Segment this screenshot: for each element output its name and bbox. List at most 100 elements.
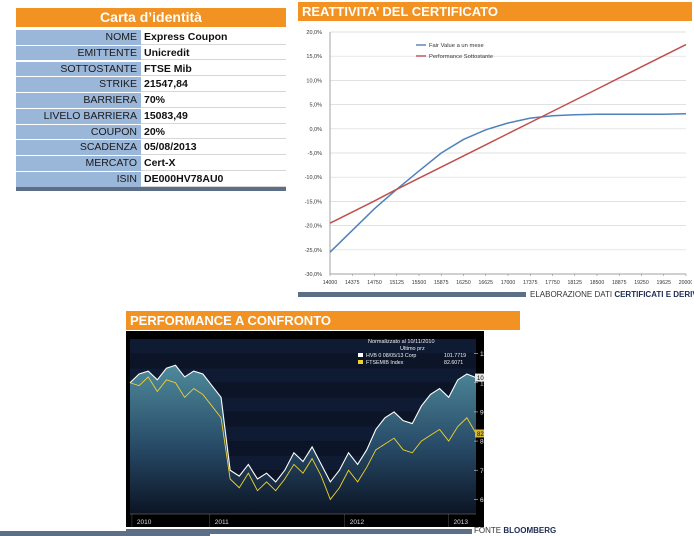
reactivity-x-tick-label: 18875 bbox=[612, 280, 627, 286]
id-card-key: STRIKE bbox=[16, 77, 141, 92]
reactivity-series-line-0 bbox=[329, 113, 687, 253]
id-card-row: ISIN DE000HV78AU0 bbox=[16, 172, 286, 187]
id-card-value: 21547,84 bbox=[141, 77, 286, 92]
reactivity-y-tick-label: 5,0% bbox=[309, 103, 322, 109]
performance-source: FONTE BLOOMBERG bbox=[474, 526, 556, 536]
reactivity-y-tick-label: 20,0% bbox=[306, 30, 322, 36]
reactivity-x-tick-label: 14750 bbox=[367, 280, 382, 286]
performance-x-tick-label: 2013 bbox=[454, 519, 469, 526]
reactivity-y-tick-label: -10,0% bbox=[305, 175, 323, 181]
reactivity-y-tick-label: 15,0% bbox=[306, 54, 322, 60]
performance-y-tick-label: 110 bbox=[480, 351, 484, 358]
id-card-row: LIVELO BARRIERA 15083,49 bbox=[16, 108, 286, 124]
id-card-value: FTSE Mib bbox=[141, 61, 286, 77]
id-card-value: 05/08/2013 bbox=[141, 140, 286, 156]
id-card-footer-bar bbox=[16, 187, 286, 191]
id-card-value: Express Coupon bbox=[141, 30, 286, 45]
performance-last-price-tag bbox=[475, 429, 484, 438]
reactivity-chart: -30,0% -25,0% -20,0% -15,0% -10,0% -5,0% 0,0% 5… bbox=[298, 22, 692, 290]
performance-legend-swatch bbox=[358, 353, 363, 357]
performance-x-tick-label: 2012 bbox=[350, 519, 365, 526]
id-card-key: ISIN bbox=[16, 172, 141, 187]
reactivity-y-tick-label: -25,0% bbox=[305, 248, 323, 254]
reactivity-series-line-1 bbox=[329, 43, 687, 224]
id-card-row: COUPON 20% bbox=[16, 124, 286, 140]
reactivity-legend-label: Fair Value a un mese bbox=[429, 43, 484, 49]
reactivity-x-tick-label: 17375 bbox=[523, 280, 538, 286]
id-card-row: SOTTOSTANTE FTSE Mib bbox=[16, 61, 286, 77]
reactivity-x-tick-label: 15875 bbox=[434, 280, 449, 286]
reactivity-y-tick-label: 10,0% bbox=[306, 78, 322, 84]
reactivity-y-tick-label: -30,0% bbox=[305, 272, 323, 278]
id-card-key: LIVELO BARRIERA bbox=[16, 108, 141, 124]
performance-y-tick-label: 70 bbox=[480, 468, 484, 475]
performance-legend-subtitle: Ultimo prz bbox=[400, 346, 425, 352]
reactivity-x-tick-label: 14375 bbox=[345, 280, 360, 286]
performance-source-bar bbox=[126, 529, 472, 534]
performance-band bbox=[130, 339, 476, 354]
id-card-key: BARRIERA bbox=[16, 93, 141, 108]
performance-legend-title: Normalizzato al 10/11/2010 bbox=[368, 339, 435, 345]
page-footer-bar bbox=[0, 531, 210, 536]
reactivity-plot-bg bbox=[298, 22, 692, 290]
reactivity-x-tick-label: 15125 bbox=[390, 280, 405, 286]
id-card-table: NOME Express Coupon EMITTENTE Unicredit SOTT… bbox=[16, 30, 286, 188]
performance-legend-value: 101.7719 bbox=[444, 353, 466, 359]
id-card-title: Carta d’identità bbox=[16, 8, 286, 27]
reactivity-source-bar bbox=[298, 292, 526, 297]
reactivity-y-tick-label: -20,0% bbox=[305, 224, 323, 230]
performance-y-tick-label: 100 bbox=[480, 380, 484, 387]
performance-source-name: BLOOMBERG bbox=[503, 526, 557, 535]
id-card-value: 15083,49 bbox=[141, 108, 286, 124]
reactivity-x-tick-label: 15500 bbox=[412, 280, 427, 286]
reactivity-source-prefix: ELABORAZIONE DATI bbox=[530, 290, 615, 299]
performance-legend-value: 82.6071 bbox=[444, 360, 463, 366]
performance-source-prefix: FONTE bbox=[474, 526, 504, 535]
reactivity-x-tick-label: 14000 bbox=[323, 280, 338, 286]
performance-legend-swatch bbox=[358, 360, 363, 364]
id-card-key: NOME bbox=[16, 30, 141, 45]
id-card-row: NOME Express Coupon bbox=[16, 30, 286, 45]
reactivity-x-tick-label: 17000 bbox=[501, 280, 516, 286]
id-card-value: Cert-X bbox=[141, 156, 286, 171]
performance-band bbox=[130, 368, 476, 383]
performance-y-tick-label: 80 bbox=[480, 439, 484, 446]
reactivity-x-tick-label: 19625 bbox=[657, 280, 672, 286]
performance-series-line-1 bbox=[129, 376, 477, 501]
id-card-value: Unicredit bbox=[141, 45, 286, 61]
id-card-key: SOTTOSTANTE bbox=[16, 61, 141, 77]
reactivity-x-tick-label: 18500 bbox=[590, 280, 605, 286]
reactivity-x-tick-label: 19250 bbox=[634, 280, 649, 286]
reactivity-source: ELABORAZIONE DATI CERTIFICATI E DERIVATI bbox=[530, 290, 694, 300]
performance-chart: 60708090100110101.771982.607120102011201… bbox=[126, 331, 484, 527]
reactivity-source-name: CERTIFICATI E DERIVATI bbox=[614, 290, 694, 299]
performance-last-price: 101.7719 bbox=[477, 376, 484, 382]
id-card-value: 20% bbox=[141, 124, 286, 140]
performance-x-tick-label: 2010 bbox=[137, 519, 152, 526]
reactivity-x-tick-label: 17750 bbox=[545, 280, 560, 286]
id-card-row: EMITTENTE Unicredit bbox=[16, 45, 286, 61]
reactivity-y-tick-label: 0,0% bbox=[309, 127, 322, 133]
reactivity-x-tick-label: 16250 bbox=[456, 280, 471, 286]
id-card-row: BARRIERA 70% bbox=[16, 93, 286, 108]
reactivity-legend-label: Performance Sottostante bbox=[429, 54, 493, 60]
id-card-row: STRIKE 21547,84 bbox=[16, 77, 286, 92]
id-card-row: MERCATO Cert-X bbox=[16, 156, 286, 171]
reactivity-x-tick-label: 20000 bbox=[679, 280, 692, 286]
performance-band bbox=[130, 353, 476, 369]
performance-y-tick-label: 90 bbox=[480, 409, 484, 416]
performance-series-line-0 bbox=[129, 364, 477, 483]
performance-y-tick-label: 60 bbox=[480, 497, 484, 504]
performance-last-price: 82.6071 bbox=[477, 432, 484, 438]
performance-legend-label: HVB 0 08/05/13 Corp bbox=[366, 353, 416, 359]
reactivity-x-tick-label: 16625 bbox=[479, 280, 494, 286]
reactivity-title: REATTIVITA’ DEL CERTIFICATO bbox=[298, 2, 692, 21]
performance-last-price-tag bbox=[475, 373, 484, 382]
performance-x-tick-label: 2011 bbox=[215, 519, 229, 526]
id-card-key: COUPON bbox=[16, 124, 141, 140]
performance-legend-label: FTSEMIB Index bbox=[366, 360, 404, 366]
id-card-key: SCADENZA bbox=[16, 140, 141, 156]
id-card-value: 70% bbox=[141, 93, 286, 108]
id-card-key: MERCATO bbox=[16, 156, 141, 171]
performance-area bbox=[130, 365, 476, 514]
